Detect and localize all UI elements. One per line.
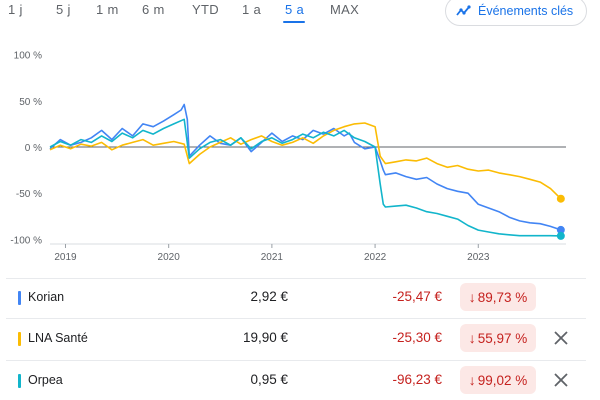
series-line-orpea [49,118,561,237]
tab-5-days[interactable]: 5 j [56,2,71,17]
tab-ytd[interactable]: YTD [192,2,219,17]
row-percent-badge: ↓ 99,02 % [460,366,536,394]
row-percent: 99,02 % [477,372,528,388]
comparison-row-korian[interactable]: Korian 2,92 € -25,47 € ↓ 89,73 % [0,278,600,318]
series-color-swatch [18,291,21,305]
tab-6-months[interactable]: 6 m [142,2,165,17]
series-end-point-lna-sante [556,194,565,203]
series-line-lna-sante [49,122,562,200]
tab-max[interactable]: MAX [330,2,360,17]
x-tick-label: 2023 [467,252,490,263]
row-change: -25,30 € [392,330,442,345]
comparison-line-chart[interactable]: 100 % 50 % 0 % -50 % -100 % 2019 2020 2021 2022… [0,36,600,266]
series-end-point-orpea [556,231,565,240]
y-tick-label: -100 % [10,235,42,246]
series-line-korian [49,103,562,231]
arrow-down-icon: ↓ [468,372,476,388]
row-divider [6,318,586,319]
row-name: LNA Santé [28,331,88,345]
y-tick-label: 50 % [19,97,42,108]
row-divider [6,278,586,279]
row-price: 19,90 € [242,330,288,345]
series-end-point-korian [556,225,565,234]
comparison-row-orpea[interactable]: Orpea 0,95 € -96,23 € ↓ 99,02 % [0,361,600,400]
range-tabs: 1 j 5 j 1 m 6 m YTD 1 a 5 a MAX [0,0,440,24]
row-divider [6,360,586,361]
x-tick-label: 2020 [158,252,181,263]
remove-comparison-close-icon[interactable] [552,329,570,347]
trend-chart-icon [456,5,471,16]
row-percent-badge: ↓ 55,97 % [460,324,536,352]
series-color-swatch [18,332,21,346]
row-percent: 55,97 % [477,330,528,346]
comparison-row-lna-sante[interactable]: LNA Santé 19,90 € -25,30 € ↓ 55,97 % [0,319,600,359]
x-tick-label: 2019 [54,252,77,263]
arrow-down-icon: ↓ [468,330,476,346]
y-tick-label: 0 % [25,143,42,154]
remove-comparison-close-icon[interactable] [552,371,570,389]
row-price: 0,95 € [250,372,288,387]
x-tick-label: 2022 [364,252,387,263]
active-tab-indicator [283,21,305,23]
tab-5-years[interactable]: 5 a [285,2,304,17]
row-percent: 89,73 % [477,289,528,305]
y-tick-label: 100 % [14,51,42,62]
row-percent-badge: ↓ 89,73 % [460,283,536,311]
tab-1-year[interactable]: 1 a [242,2,261,17]
arrow-down-icon: ↓ [468,289,476,305]
series-color-swatch [18,374,21,388]
row-name: Orpea [28,373,63,387]
y-tick-label: -50 % [16,189,42,200]
row-change: -25,47 € [392,289,442,304]
row-change: -96,23 € [392,372,442,387]
key-events-label: Événements clés [478,4,574,18]
x-tick-label: 2021 [261,252,284,263]
row-name: Korian [28,290,65,304]
key-events-button[interactable]: Événements clés [445,0,587,26]
tab-1-day[interactable]: 1 j [8,2,23,17]
row-price: 2,92 € [250,289,288,304]
tab-1-month[interactable]: 1 m [96,2,119,17]
